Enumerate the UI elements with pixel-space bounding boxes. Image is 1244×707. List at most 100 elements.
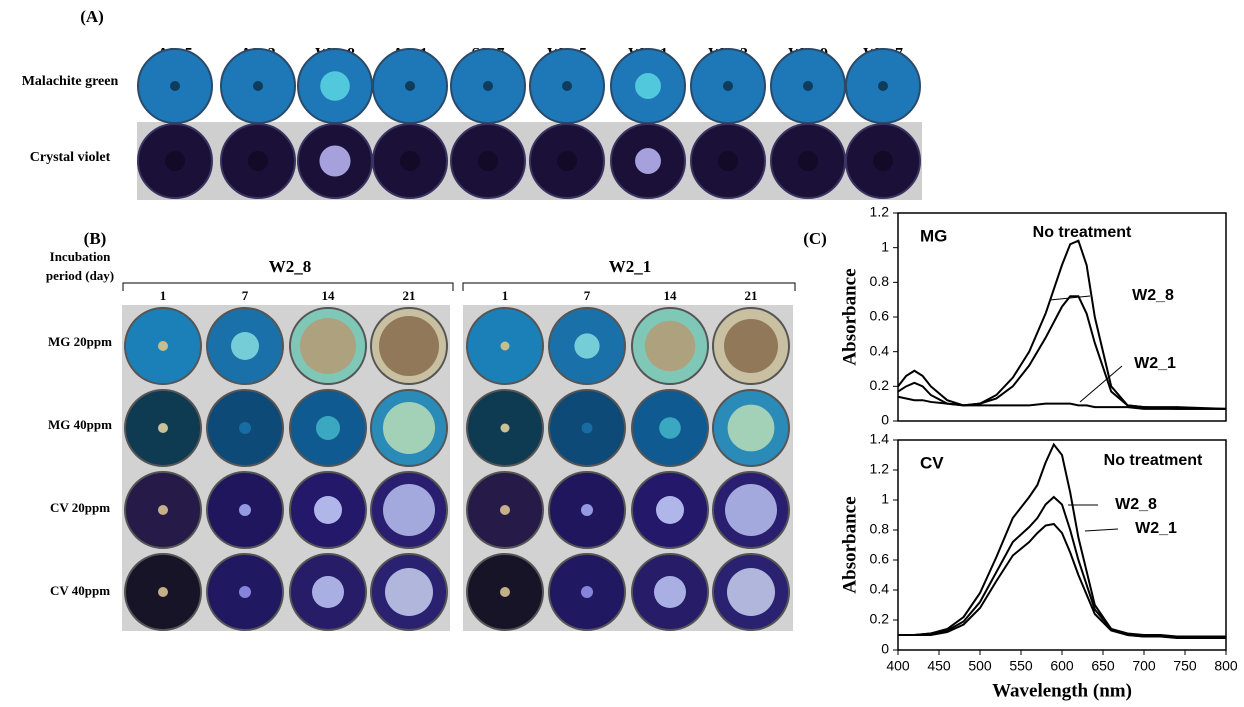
y-tick-label: 0.8 [870, 521, 890, 537]
row-label: Crystal violet [30, 150, 111, 165]
colony [725, 484, 777, 536]
plot-frame [898, 440, 1226, 650]
axis-label: Incubation [50, 249, 111, 264]
day-label: 1 [502, 288, 509, 303]
colony [727, 568, 775, 616]
colony [478, 151, 498, 171]
x-tick-label: 750 [1173, 658, 1197, 674]
colony [582, 423, 593, 434]
x-tick-label: 800 [1214, 658, 1238, 674]
data-line [898, 524, 1226, 638]
row-label: CV 40ppm [50, 583, 110, 598]
y-tick-label: 0.4 [870, 581, 890, 597]
day-label: 14 [664, 288, 678, 303]
colony [300, 318, 356, 374]
y-axis-label: Absorbance [839, 268, 860, 365]
figure: (A)A3_5A3_3W2_8A1_1S3_7W1_5W2_1W2_3W3_9W… [0, 0, 1244, 707]
colony [312, 576, 344, 608]
row-label: MG 20ppm [48, 334, 112, 349]
y-tick-label: 0.2 [870, 377, 890, 393]
data-line [898, 497, 1226, 637]
y-tick-label: 1.2 [870, 204, 890, 220]
x-tick-label: 500 [968, 658, 992, 674]
group-label: W2_8 [269, 257, 312, 276]
y-tick-label: 0.6 [870, 551, 890, 567]
colony [405, 81, 415, 91]
colony [501, 424, 510, 433]
series-label: W2_1 [1135, 520, 1177, 537]
colony [239, 504, 251, 516]
colony [314, 496, 342, 524]
colony [873, 151, 893, 171]
colony [385, 568, 433, 616]
row-label: CV 20ppm [50, 500, 110, 515]
day-label: 7 [584, 288, 591, 303]
leader-line [1085, 529, 1118, 531]
colony [170, 81, 180, 91]
colony [645, 321, 695, 371]
colony [659, 417, 681, 439]
x-tick-label: 550 [1009, 658, 1033, 674]
y-tick-label: 1.2 [870, 461, 890, 477]
panel-label: (A) [80, 7, 104, 26]
y-axis-label: Absorbance [839, 496, 860, 593]
colony [635, 148, 661, 174]
colony [878, 81, 888, 91]
colony [728, 405, 775, 452]
page: (A)A3_5A3_3W2_8A1_1S3_7W1_5W2_1W2_3W3_9W… [0, 0, 1244, 707]
colony [723, 81, 733, 91]
row-label: Malachite green [22, 74, 119, 89]
series-label: W2_8 [1115, 496, 1157, 513]
colony [557, 151, 577, 171]
colony [635, 73, 661, 99]
series-label: No treatment [1033, 224, 1132, 241]
colony [500, 587, 510, 597]
x-tick-label: 700 [1132, 658, 1156, 674]
day-label: 21 [403, 288, 416, 303]
data-line [898, 445, 1226, 639]
day-label: 7 [242, 288, 249, 303]
colony [718, 151, 738, 171]
colony [803, 81, 813, 91]
y-tick-label: 1.4 [870, 431, 890, 447]
colony [798, 151, 818, 171]
panel-label: (B) [84, 229, 107, 248]
day-label: 21 [745, 288, 758, 303]
series-label: W2_1 [1134, 355, 1176, 372]
colony [231, 332, 259, 360]
colony [654, 576, 686, 608]
colony [574, 333, 599, 358]
y-tick-label: 0 [881, 412, 889, 428]
chart-title: CV [920, 453, 944, 472]
day-label: 1 [160, 288, 167, 303]
colony [656, 496, 684, 524]
colony [383, 402, 435, 454]
y-tick-label: 0.2 [870, 611, 890, 627]
data-line [898, 296, 1226, 409]
x-tick-label: 400 [886, 658, 910, 674]
y-tick-label: 0.4 [870, 342, 890, 358]
day-label: 14 [322, 288, 336, 303]
colony [248, 151, 268, 171]
colony [501, 342, 510, 351]
y-tick-label: 1 [881, 238, 889, 254]
colony [158, 587, 168, 597]
colony [158, 341, 168, 351]
colony [253, 81, 263, 91]
colony [562, 81, 572, 91]
row-label: MG 40ppm [48, 417, 112, 432]
x-axis-label: Wavelength (nm) [992, 680, 1132, 701]
y-tick-label: 1 [881, 491, 889, 507]
colony [724, 319, 778, 373]
colony [158, 505, 168, 515]
colony [165, 151, 185, 171]
x-tick-label: 600 [1050, 658, 1074, 674]
colony [158, 423, 168, 433]
y-tick-label: 0 [881, 641, 889, 657]
y-tick-label: 0.6 [870, 308, 890, 324]
data-line [898, 241, 1226, 409]
colony [320, 71, 350, 101]
colony [581, 504, 593, 516]
colony [483, 81, 493, 91]
colony [581, 586, 593, 598]
